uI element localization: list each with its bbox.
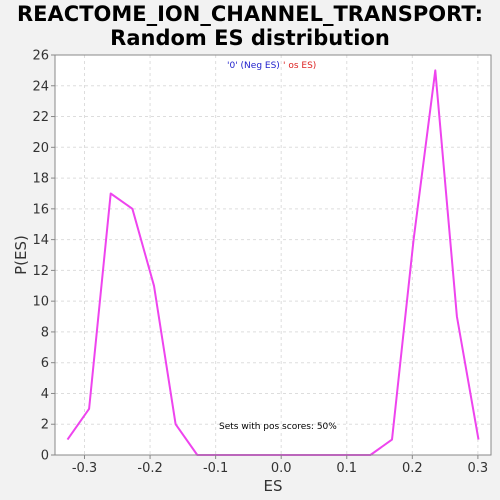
x-axis-label: ES xyxy=(264,477,283,495)
y-tick-label: 24 xyxy=(32,79,49,94)
y-tick-label: 22 xyxy=(32,110,49,125)
annotation-pos-scores: Sets with pos scores: 50% xyxy=(219,422,337,432)
x-tick-label: -0.2 xyxy=(137,461,162,476)
y-tick-label: 2 xyxy=(41,418,49,433)
x-tick-label: -0.1 xyxy=(203,461,228,476)
y-tick-label: 8 xyxy=(41,325,49,340)
y-tick-label: 26 xyxy=(32,49,49,64)
y-tick-label: 18 xyxy=(32,172,49,187)
x-tick-label: 0.3 xyxy=(468,461,489,476)
y-tick-label: 6 xyxy=(41,356,49,371)
legend-neg-label: '0' (Neg ES) xyxy=(227,61,280,71)
y-tick-label: 4 xyxy=(41,387,49,402)
x-tick-label: 0.0 xyxy=(271,461,292,476)
y-tick-label: 14 xyxy=(32,233,49,248)
plot-area xyxy=(55,55,491,455)
y-tick-label: 0 xyxy=(41,449,49,464)
x-tick-label: 0.2 xyxy=(402,461,423,476)
y-tick-label: 16 xyxy=(32,202,49,217)
x-axis: -0.3 -0.2 -0.1 0.0 0.1 0.2 0.3 xyxy=(72,455,488,476)
y-tick-label: 20 xyxy=(32,141,49,156)
y-axis-label: P(ES) xyxy=(12,235,30,275)
y-tick-label: 12 xyxy=(32,264,49,279)
y-tick-label: 10 xyxy=(32,295,49,310)
x-tick-label: 0.1 xyxy=(336,461,357,476)
legend-pos-label: ' os ES) xyxy=(283,61,316,71)
x-tick-label: -0.3 xyxy=(72,461,97,476)
